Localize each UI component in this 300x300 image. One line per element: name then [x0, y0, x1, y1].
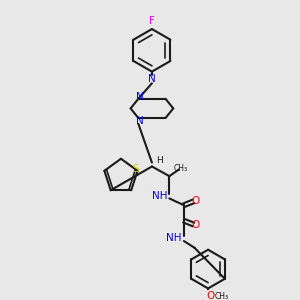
Text: F: F — [149, 16, 155, 26]
Text: O: O — [191, 196, 200, 206]
Text: CH₃: CH₃ — [214, 292, 229, 300]
Text: NH: NH — [152, 190, 167, 200]
Text: H: H — [156, 156, 163, 165]
Text: N: N — [148, 74, 156, 84]
Text: O: O — [206, 291, 214, 300]
Text: NH: NH — [167, 233, 182, 243]
Text: O: O — [191, 220, 200, 230]
Text: N: N — [136, 92, 144, 102]
Text: N: N — [136, 116, 144, 126]
Text: S: S — [132, 164, 139, 174]
Text: CH₃: CH₃ — [174, 164, 188, 173]
